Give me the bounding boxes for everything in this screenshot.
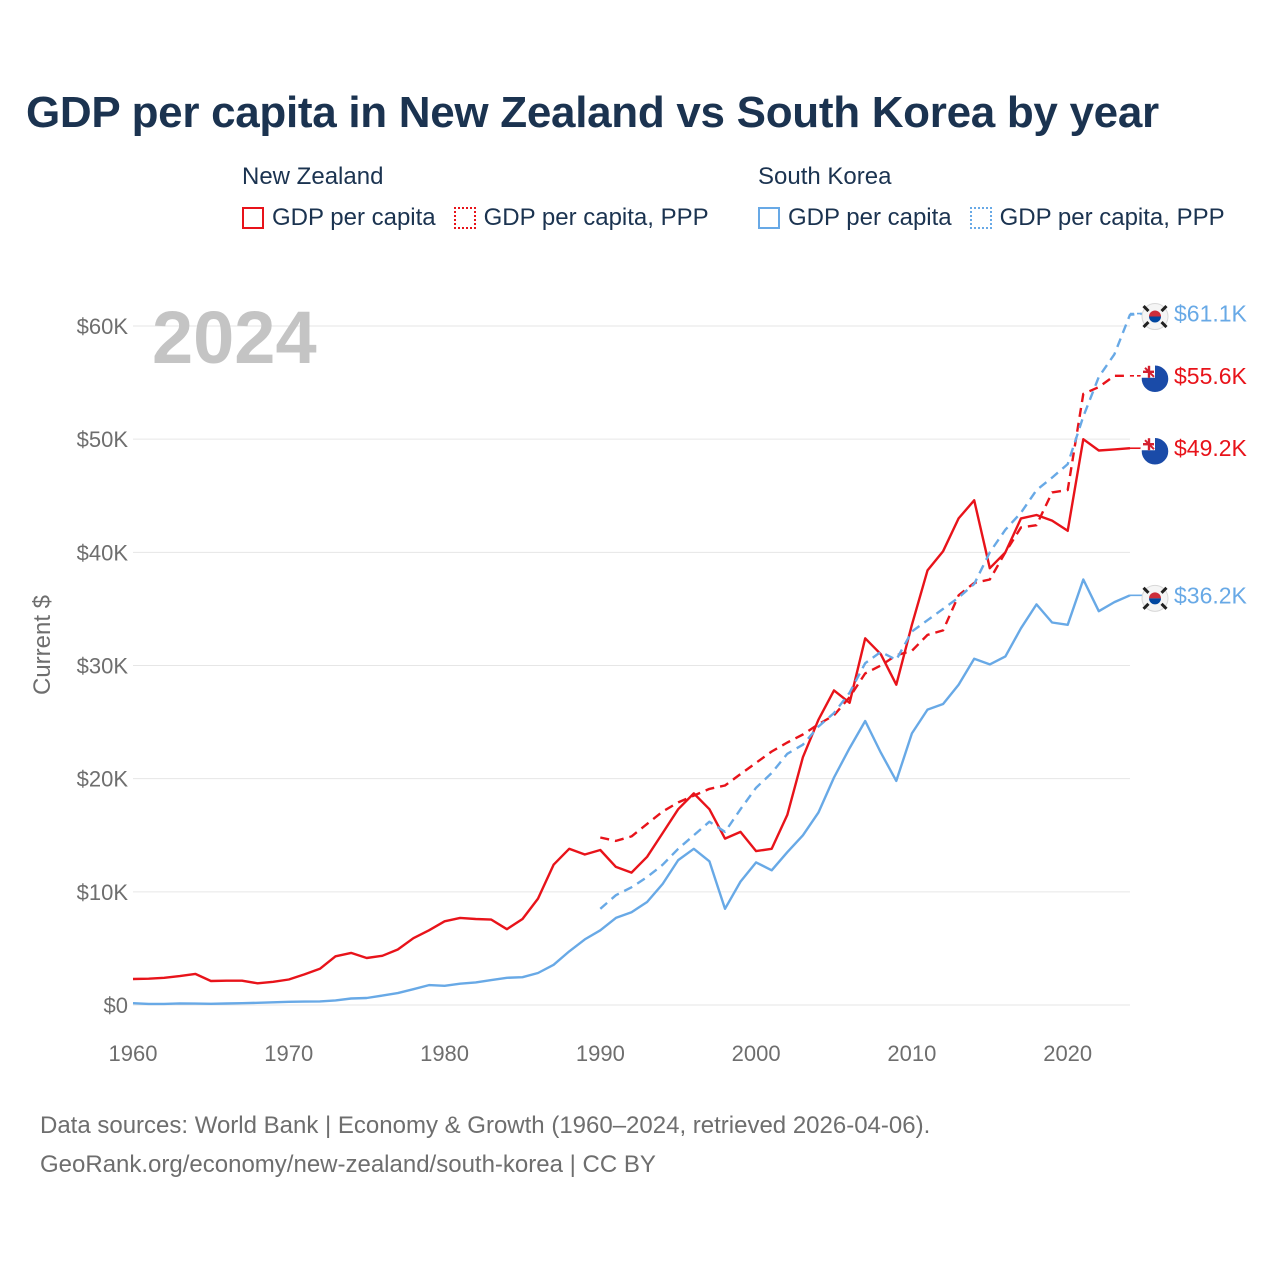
- legend-item-nz-gdp-ppp[interactable]: GDP per capita, PPP: [453, 204, 709, 232]
- new-zealand-flag-icon: [1140, 436, 1170, 466]
- x-tick-label: 2000: [732, 1041, 781, 1066]
- legend-group-new-zealand: New Zealand GDP per capita GDP per capit…: [242, 162, 709, 232]
- legend-swatch-dotted-blue: [969, 207, 992, 229]
- new-zealand-flag-icon: [1140, 364, 1170, 394]
- legend-country-south-korea: South Korea: [758, 163, 892, 190]
- end-value-label: $61.1K: [1174, 301, 1248, 327]
- source-line-1: Data sources: World Bank | Economy & Gro…: [40, 1112, 931, 1139]
- legend-label: GDP per capita, PPP: [483, 204, 709, 231]
- y-tick-label: $20K: [77, 767, 129, 792]
- south-korea-flag-icon: [1141, 303, 1169, 331]
- series-line: [132, 578, 1131, 1006]
- series-line: [599, 312, 1146, 910]
- y-tick-label: $0: [104, 993, 128, 1018]
- legend-item-kr-gdp[interactable]: GDP per capita: [758, 204, 952, 232]
- x-tick-label: 1970: [264, 1041, 313, 1066]
- chart-title: GDP per capita in New Zealand vs South K…: [26, 88, 1159, 137]
- legend-label: GDP per capita: [272, 204, 436, 231]
- x-tick-label: 2010: [887, 1041, 936, 1066]
- legend-swatch-solid-blue: [758, 207, 780, 229]
- series-line: [600, 374, 1130, 843]
- y-axis-label: Current $: [29, 595, 56, 695]
- end-value-label: $36.2K: [1174, 582, 1248, 608]
- data-series: [132, 312, 1146, 1006]
- source-note: Data sources: World Bank | Economy & Gro…: [40, 1106, 930, 1184]
- end-labels: $49.2K $55.6K $36.2K $61.1K: [1130, 301, 1248, 612]
- series-line: [132, 438, 1131, 985]
- legend-group-south-korea: South Korea GDP per capita GDP per capit…: [758, 162, 1225, 232]
- legend-swatch-solid-red: [242, 207, 264, 229]
- y-tick-label: $40K: [77, 540, 129, 565]
- y-tick-label: $50K: [77, 427, 129, 452]
- year-watermark: 2024: [152, 296, 317, 379]
- end-value-label: $55.6K: [1174, 363, 1248, 389]
- x-tick-label: 1980: [420, 1041, 469, 1066]
- y-tick-label: $30K: [77, 654, 129, 679]
- y-tick-label: $60K: [77, 314, 129, 339]
- end-value-label: $49.2K: [1174, 435, 1248, 461]
- x-axis-ticks: 1960 1970 1980 1990 2000 2010 2020: [109, 1041, 1093, 1066]
- legend-item-nz-gdp[interactable]: GDP per capita: [242, 204, 436, 232]
- legend-swatch-dotted-red: [453, 207, 476, 229]
- y-axis-ticks: $0 $10K $20K $30K $40K $50K $60K: [77, 314, 129, 1018]
- legend-country-new-zealand: New Zealand: [242, 163, 384, 190]
- grid-lines: [133, 325, 1130, 1006]
- legend-item-kr-gdp-ppp[interactable]: GDP per capita, PPP: [969, 204, 1225, 232]
- x-tick-label: 1960: [109, 1041, 158, 1066]
- y-tick-label: $10K: [77, 880, 129, 905]
- source-line-2[interactable]: GeoRank.org/economy/new-zealand/south-ko…: [40, 1151, 656, 1178]
- legend-label: GDP per capita, PPP: [999, 204, 1225, 231]
- line-chart: $0$10K$20K$30K$40K$50K$60K 1960 1970 1980 1…: [29, 296, 1248, 1066]
- x-tick-label: 2020: [1043, 1041, 1092, 1066]
- south-korea-flag-icon: [1141, 584, 1169, 612]
- legend-label: GDP per capita: [788, 204, 952, 231]
- x-tick-label: 1990: [576, 1041, 625, 1066]
